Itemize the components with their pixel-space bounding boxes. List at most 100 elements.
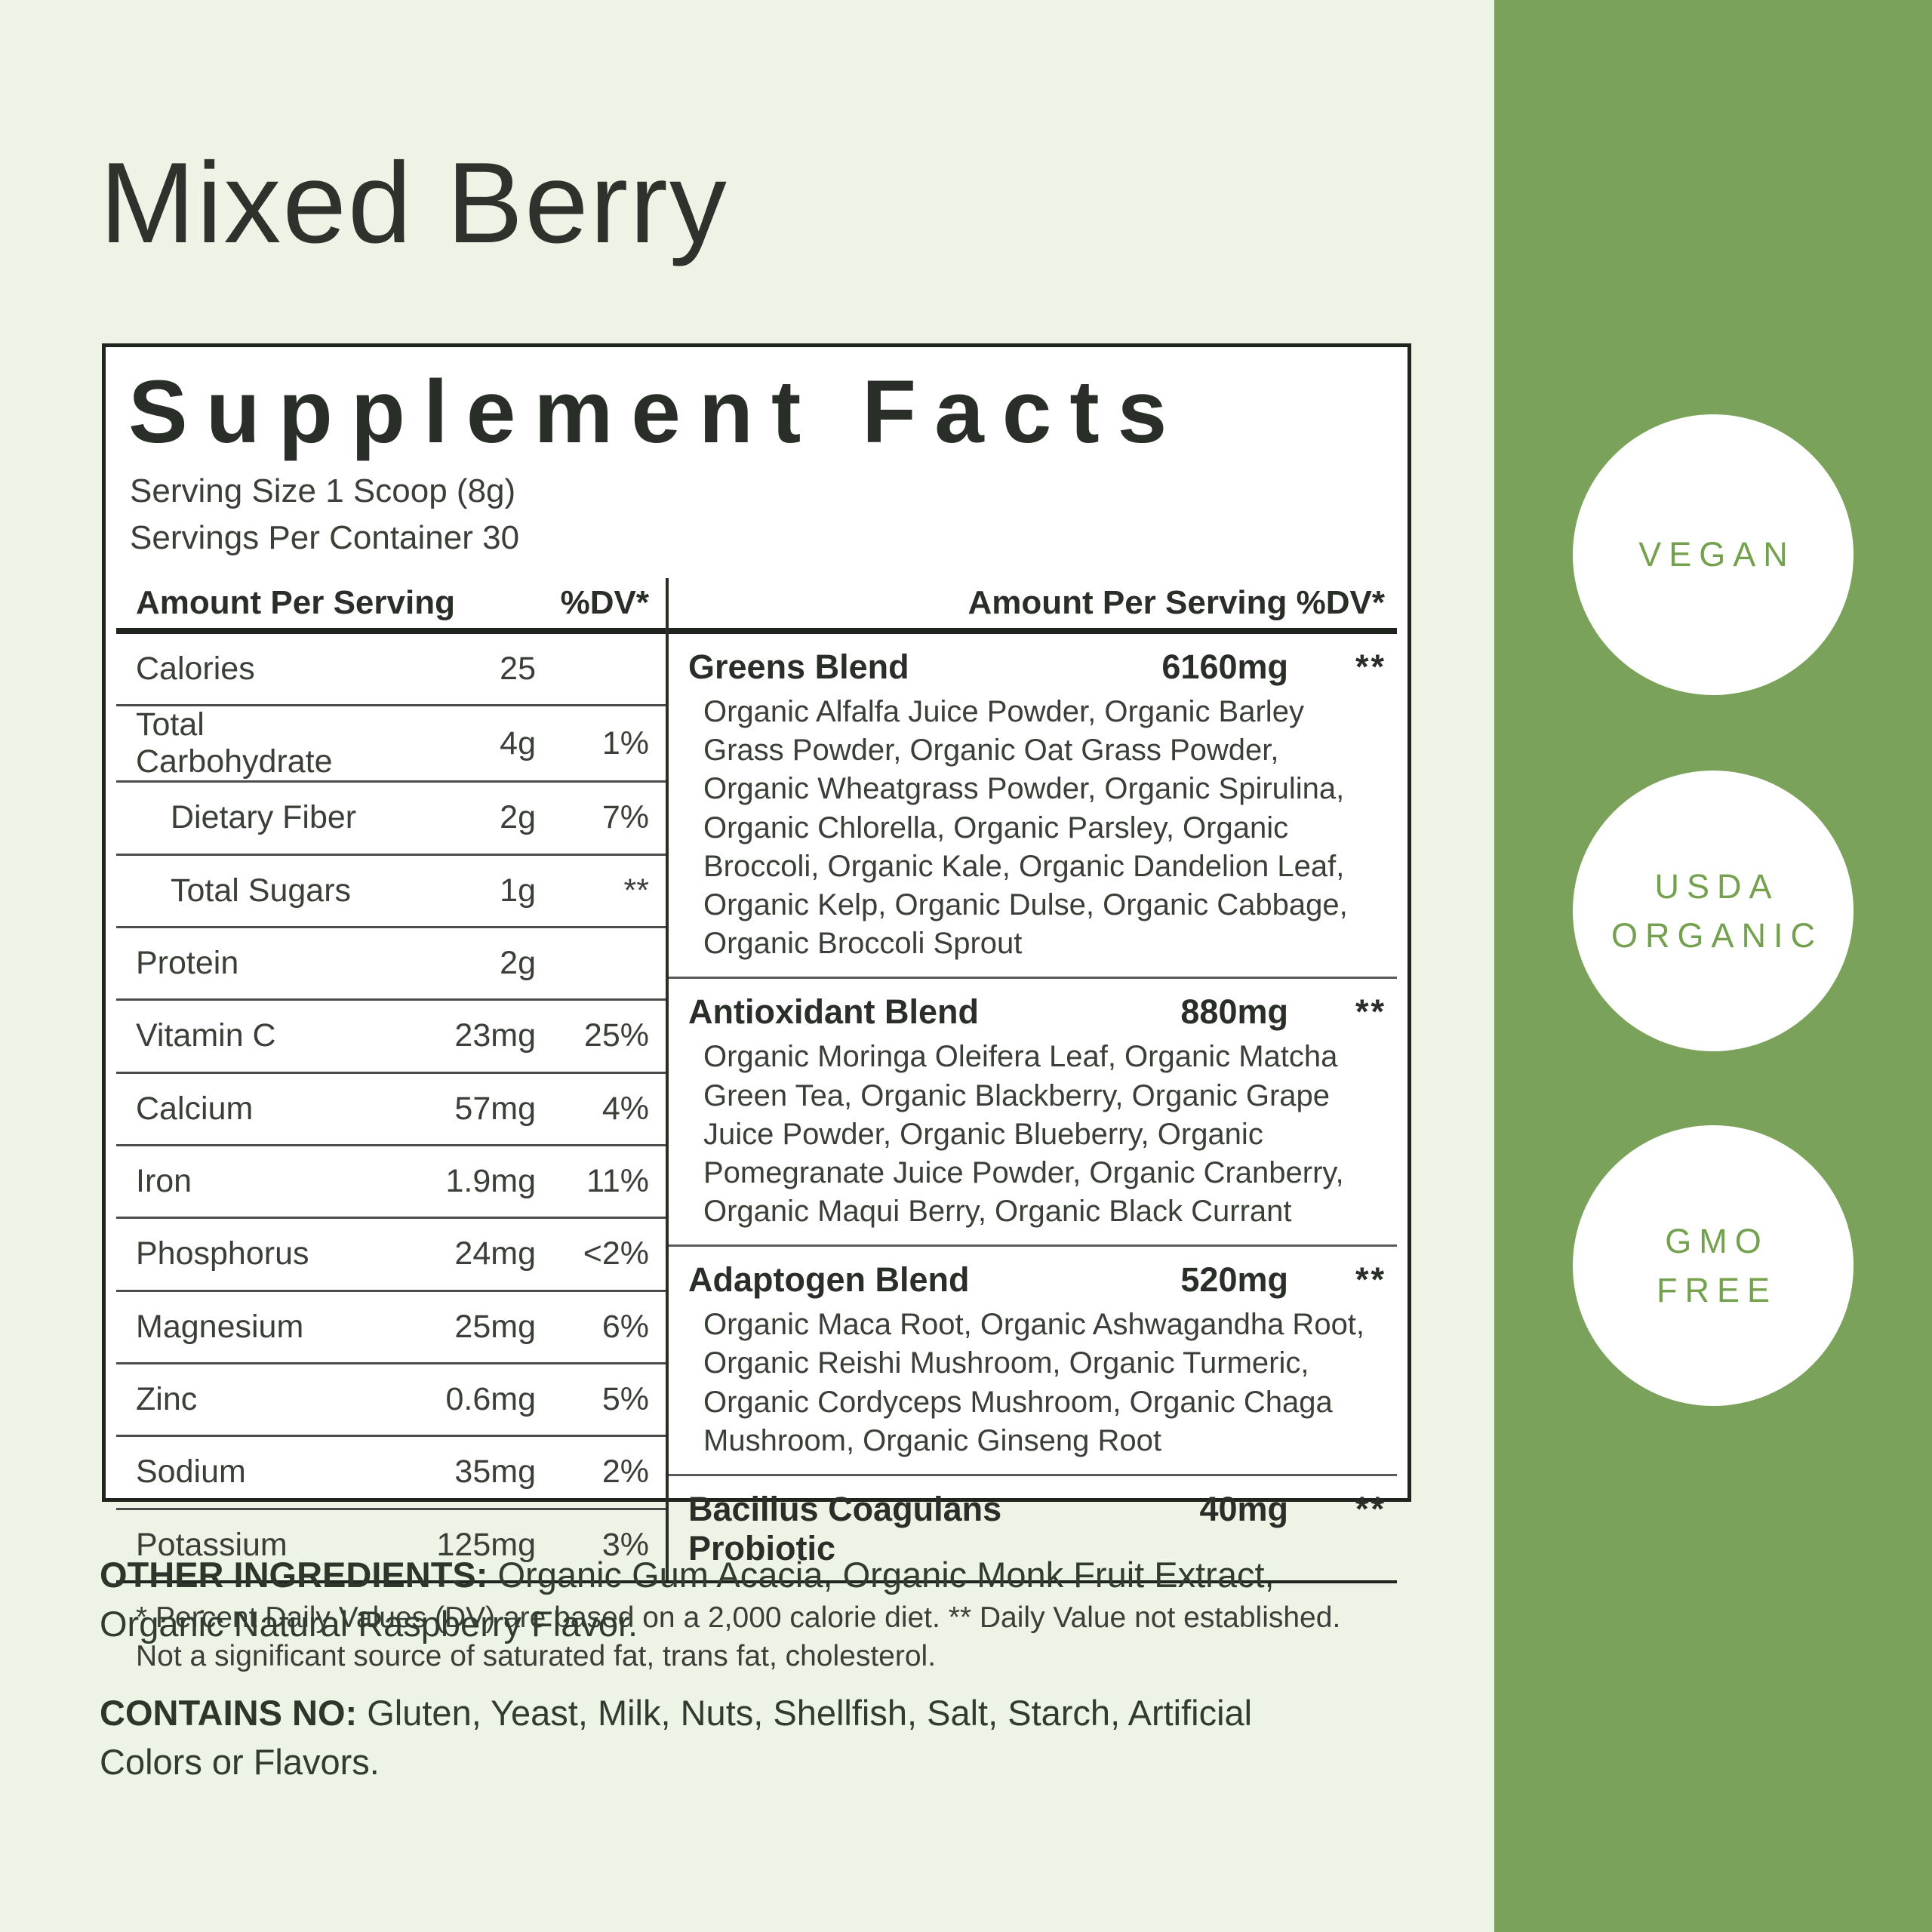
blend-head: Adaptogen Blend 520mg ** <box>688 1254 1386 1304</box>
nutrient-name: Zinc <box>136 1381 198 1418</box>
nutrient-amount: 25 <box>500 651 536 688</box>
nutrient-row-total-sugars: Total Sugars 1g ** <box>116 856 666 928</box>
contains-no-text: Gluten, Yeast, Milk, Nuts, Shellfish, Sa… <box>100 1693 1253 1782</box>
supplement-facts-heading: Supplement Facts <box>128 362 1186 462</box>
nutrient-dv: 4% <box>601 1090 649 1127</box>
nutrient-row-iron: Iron 1.9mg 11% <box>116 1146 666 1220</box>
other-ingredients: OTHER INGREDIENTS: Organic Gum Acacia, O… <box>100 1551 1352 1649</box>
header-dv: %DV* <box>560 584 649 621</box>
nutrient-dv: 3% <box>601 1526 649 1563</box>
nutrient-dv: 2% <box>601 1454 649 1491</box>
nutrient-dv: 1% <box>601 724 649 761</box>
nutrient-row-phosphorus: Phosphorus 24mg <2% <box>116 1219 666 1292</box>
nutrient-dv: 25% <box>583 1017 649 1054</box>
contains-no-label: CONTAINS NO: <box>100 1693 358 1733</box>
blend-ingredients: Organic Maca Root, Organic Ashwagandha R… <box>703 1308 1365 1457</box>
green-band: VEGAN USDA ORGANIC GMO FREE <box>1494 0 1932 1932</box>
blend-dv: ** <box>1355 992 1386 1032</box>
nutrient-amount: 35mg <box>454 1454 536 1491</box>
blend-amount: 6160mg <box>1161 648 1288 686</box>
blend-head: Antioxidant Blend 880mg ** <box>688 986 1386 1036</box>
blend-name: Antioxidant Blend <box>688 992 979 1032</box>
nutrient-dv: ** <box>623 872 649 909</box>
nutrient-amount: 2g <box>500 799 536 836</box>
nutrient-dv: 6% <box>601 1308 649 1345</box>
nutrient-row-calcium: Calcium 57mg 4% <box>116 1074 666 1146</box>
blend-amount: 880mg <box>1180 992 1288 1032</box>
header-amount-per-serving: Amount Per Serving <box>136 584 455 621</box>
nutrient-amount: 24mg <box>454 1235 536 1272</box>
contains-no: CONTAINS NO: Gluten, Yeast, Milk, Nuts, … <box>100 1689 1352 1787</box>
blend-section-greens: Greens Blend 6160mg ** Organic Alfalfa J… <box>669 634 1397 980</box>
facts-table: Amount Per Serving %DV* Calories 25 Tota… <box>116 578 1397 1580</box>
blends-column: Amount Per Serving %DV* Greens Blend 616… <box>666 578 1397 1580</box>
badge-gmo-free: GMO FREE <box>1573 1125 1854 1406</box>
nutrient-row-total-carbohydrate: Total Carbohydrate 4g 1% <box>116 706 666 783</box>
nutrient-amount: 25mg <box>454 1308 536 1345</box>
flavor-title: Mixed Berry <box>100 139 728 267</box>
blend-head: Bacillus Coagulans Probiotic 40mg ** <box>688 1484 1386 1573</box>
nutrient-name: Magnesium <box>136 1308 304 1345</box>
nutrient-row-vitamin-c: Vitamin C 23mg 25% <box>116 1001 666 1074</box>
nutrient-row-sodium: Sodium 35mg 2% <box>116 1437 666 1510</box>
nutrient-name: Calories <box>136 651 255 688</box>
nutrient-amount: 23mg <box>454 1017 536 1054</box>
blend-name: Greens Blend <box>688 648 909 686</box>
nutrient-amount: 125mg <box>436 1526 536 1563</box>
blend-dv: ** <box>1355 648 1386 686</box>
blend-section-adaptogen: Adaptogen Blend 520mg ** Organic Maca Ro… <box>669 1247 1397 1476</box>
nutrient-dv: 7% <box>601 799 649 836</box>
nutrient-row-protein: Protein 2g <box>116 928 666 1001</box>
blend-ingredients: Organic Moringa Oleifera Leaf, Organic M… <box>703 1040 1344 1229</box>
other-ingredients-label: OTHER INGREDIENTS: <box>100 1555 488 1595</box>
nutrient-name: Total Carbohydrate <box>136 706 333 780</box>
nutrient-name: Phosphorus <box>136 1235 309 1272</box>
servings-per-container: Servings Per Container 30 <box>130 519 520 556</box>
badge-vegan: VEGAN <box>1573 414 1854 695</box>
nutrient-amount: 1g <box>500 872 536 909</box>
blends-column-header: Amount Per Serving %DV* <box>669 578 1397 634</box>
nutrient-row-zinc: Zinc 0.6mg 5% <box>116 1364 666 1438</box>
blend-ingredients: Organic Alfalfa Juice Powder, Organic Ba… <box>703 695 1348 961</box>
nutrient-dv: <2% <box>583 1235 649 1272</box>
nutrient-amount: 4g <box>500 724 536 761</box>
header-amount-per-serving-dv: Amount Per Serving %DV* <box>968 584 1385 621</box>
nutrient-dv: 5% <box>601 1381 649 1418</box>
dv-footnote: * Percent Daily Values (DV) are based on… <box>116 1580 1397 1696</box>
badge-usda-organic-label: USDA ORGANIC <box>1611 866 1823 955</box>
nutrient-name: Potassium <box>136 1526 288 1563</box>
badge-vegan-label: VEGAN <box>1638 535 1795 574</box>
blend-dv: ** <box>1355 1260 1386 1300</box>
nutrient-amount: 57mg <box>454 1090 536 1127</box>
blend-name: Bacillus Coagulans Probiotic <box>688 1490 1002 1567</box>
blend-section-antioxidant: Antioxidant Blend 880mg ** Organic Morin… <box>669 979 1397 1247</box>
nutrient-amount: 1.9mg <box>445 1163 536 1200</box>
nutrient-row-dietary-fiber: Dietary Fiber 2g 7% <box>116 783 666 856</box>
serving-size: Serving Size 1 Scoop (8g) <box>130 472 516 509</box>
badge-usda-organic: USDA ORGANIC <box>1573 771 1854 1051</box>
blend-amount: 520mg <box>1180 1260 1288 1300</box>
blend-dv: ** <box>1355 1490 1386 1528</box>
nutrient-amount: 2g <box>500 945 536 982</box>
nutrient-name: Sodium <box>136 1454 246 1491</box>
blend-amount: 40mg <box>1199 1490 1288 1528</box>
nutrient-dv: 11% <box>586 1163 649 1200</box>
nutrient-name: Vitamin C <box>136 1017 276 1054</box>
facts-table-columns: Amount Per Serving %DV* Calories 25 Tota… <box>116 578 1397 1580</box>
nutrient-amount: 0.6mg <box>445 1381 536 1418</box>
nutrient-row-calories: Calories 25 <box>116 634 666 707</box>
nutrient-row-potassium: Potassium 125mg 3% <box>116 1510 666 1580</box>
nutrient-name: Protein <box>136 945 239 982</box>
nutrient-name: Total Sugars <box>171 872 352 909</box>
nutrient-column: Amount Per Serving %DV* Calories 25 Tota… <box>116 578 666 1580</box>
nutrient-name: Calcium <box>136 1090 254 1127</box>
blend-name: Adaptogen Blend <box>688 1260 970 1300</box>
nutrient-name: Iron <box>136 1163 192 1200</box>
other-ingredients-text: Organic Gum Acacia, Organic Monk Fruit E… <box>100 1555 1275 1644</box>
nutrient-name: Dietary Fiber <box>171 799 357 836</box>
blend-head: Greens Blend 6160mg ** <box>688 641 1386 691</box>
blend-section-probiotic: Bacillus Coagulans Probiotic 40mg ** <box>669 1476 1397 1580</box>
nutrient-column-header: Amount Per Serving %DV* <box>116 578 666 634</box>
badge-gmo-free-label: GMO FREE <box>1656 1221 1777 1309</box>
nutrient-row-magnesium: Magnesium 25mg 6% <box>116 1292 666 1364</box>
